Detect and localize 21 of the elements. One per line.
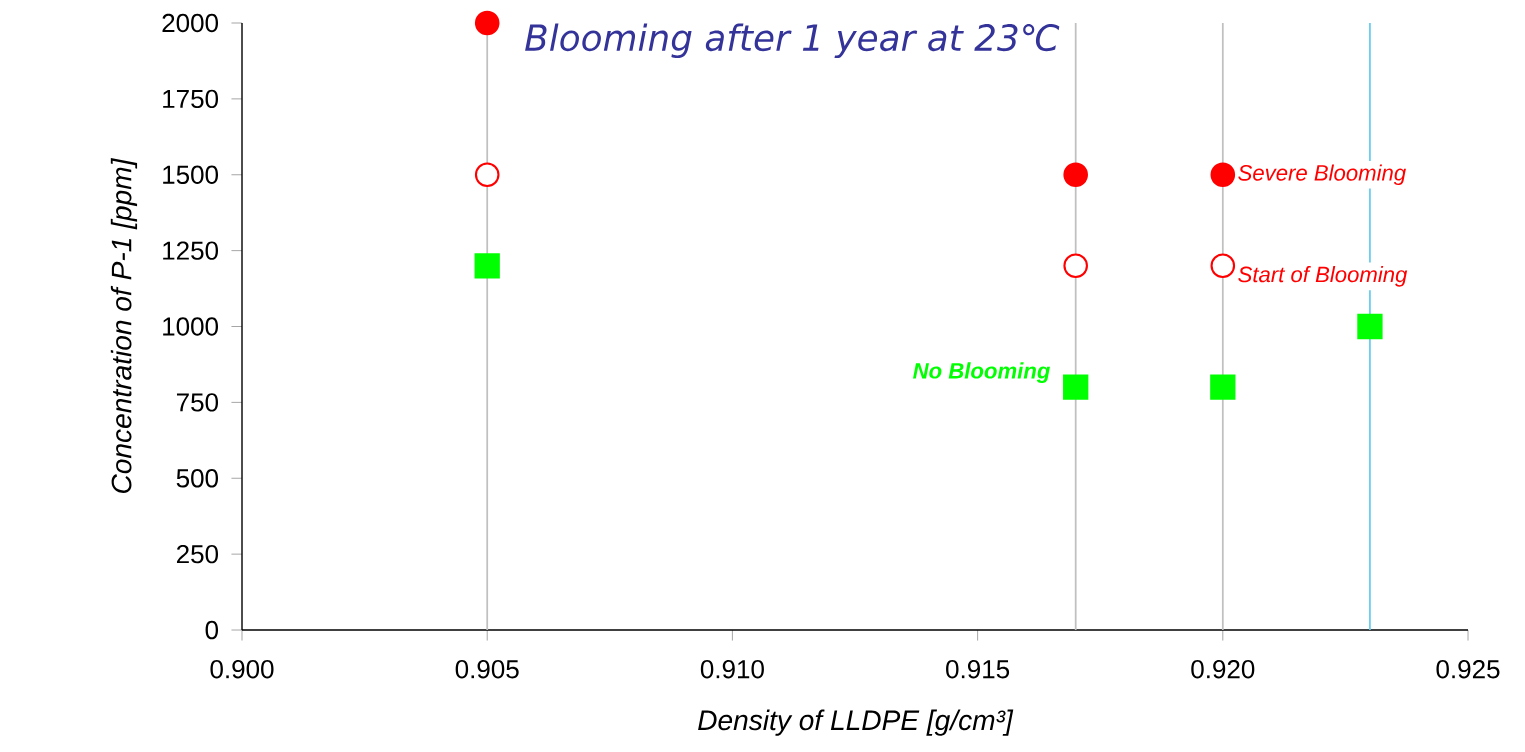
y-tick-label: 1500 [163, 165, 219, 184]
series-label: No Blooming [913, 362, 1051, 383]
y-tick-label: 500 [176, 469, 219, 488]
y-tick-label: 2000 [162, 13, 219, 33]
y-tick-label: 1250 [163, 241, 219, 260]
x-tick-label: 0.910 [700, 659, 764, 679]
y-tick-label: 750 [176, 393, 219, 412]
x-axis-title: Density of LLDPE [g/cm³] [698, 709, 1014, 736]
x-tick-label: 0.900 [210, 659, 274, 679]
chart-title: Blooming after 1 year at 23℃ [525, 23, 1060, 59]
x-tick-label: 0.925 [1436, 659, 1500, 679]
y-axis-title: Concentration of P-1 [ppm] [110, 158, 138, 493]
y-tick-label: 1000 [163, 317, 219, 336]
y-tick-label: 250 [176, 544, 219, 564]
y-tick-label: 1750 [163, 89, 219, 109]
legend-label: Start of Blooming [1238, 266, 1408, 287]
y-tick-label: 0 [205, 620, 219, 640]
legend-label: Severe Blooming [1238, 164, 1406, 186]
x-tick-label: 0.920 [1191, 659, 1255, 679]
x-tick-label: 0.915 [946, 659, 1010, 679]
x-tick-label: 0.905 [455, 659, 519, 679]
